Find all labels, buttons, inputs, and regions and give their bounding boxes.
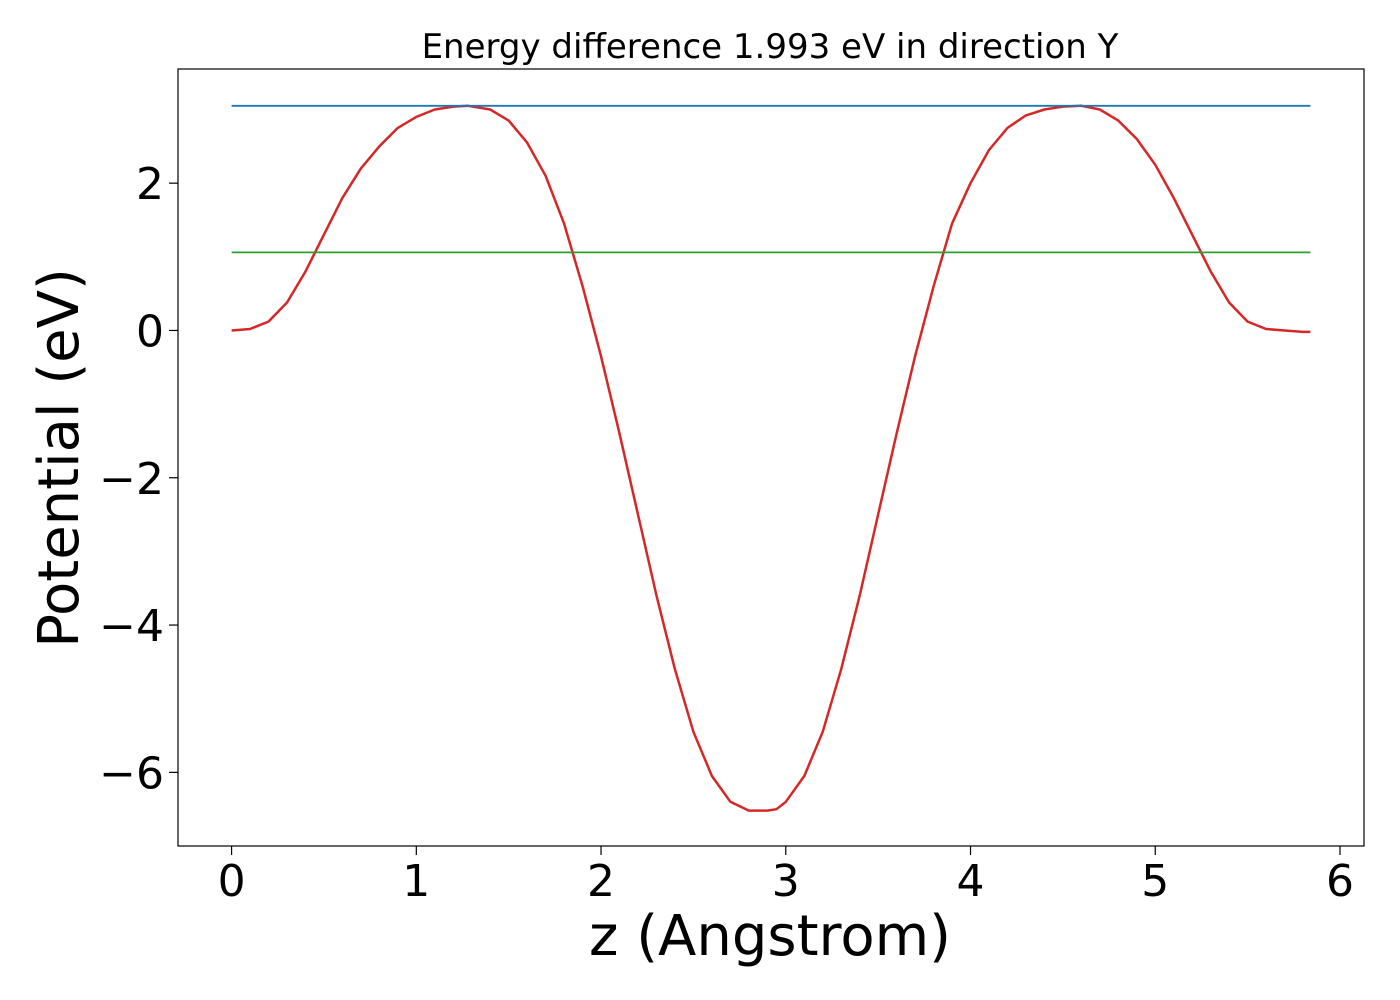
series-line-0 bbox=[231, 104, 1311, 812]
x-tick-label: 6 bbox=[1326, 856, 1354, 907]
y-axis-label: Potential (eV) bbox=[27, 268, 92, 648]
y-tick-label: −4 bbox=[99, 601, 164, 652]
y-tick-label: 0 bbox=[136, 306, 164, 357]
y-axis: −6 −4 −2 0 2 bbox=[99, 159, 178, 799]
x-axis-label: z (Angstrom) bbox=[589, 904, 951, 969]
x-tick-label: 5 bbox=[1141, 856, 1169, 907]
y-tick-label: 2 bbox=[136, 159, 164, 210]
x-tick-label: 2 bbox=[587, 856, 615, 907]
x-axis: 0 1 2 3 4 5 6 bbox=[218, 846, 1354, 907]
x-tick-label: 0 bbox=[218, 856, 246, 907]
chart-title: Energy difference 1.993 eV in direction … bbox=[422, 27, 1119, 67]
plot-area-frame bbox=[177, 68, 1365, 847]
x-tick-label: 4 bbox=[957, 856, 985, 907]
x-tick-label: 1 bbox=[402, 856, 430, 907]
x-tick-label: 3 bbox=[772, 856, 800, 907]
series-layer bbox=[231, 104, 1311, 812]
y-tick-label: −6 bbox=[99, 748, 164, 799]
y-tick-label: −2 bbox=[99, 454, 164, 505]
